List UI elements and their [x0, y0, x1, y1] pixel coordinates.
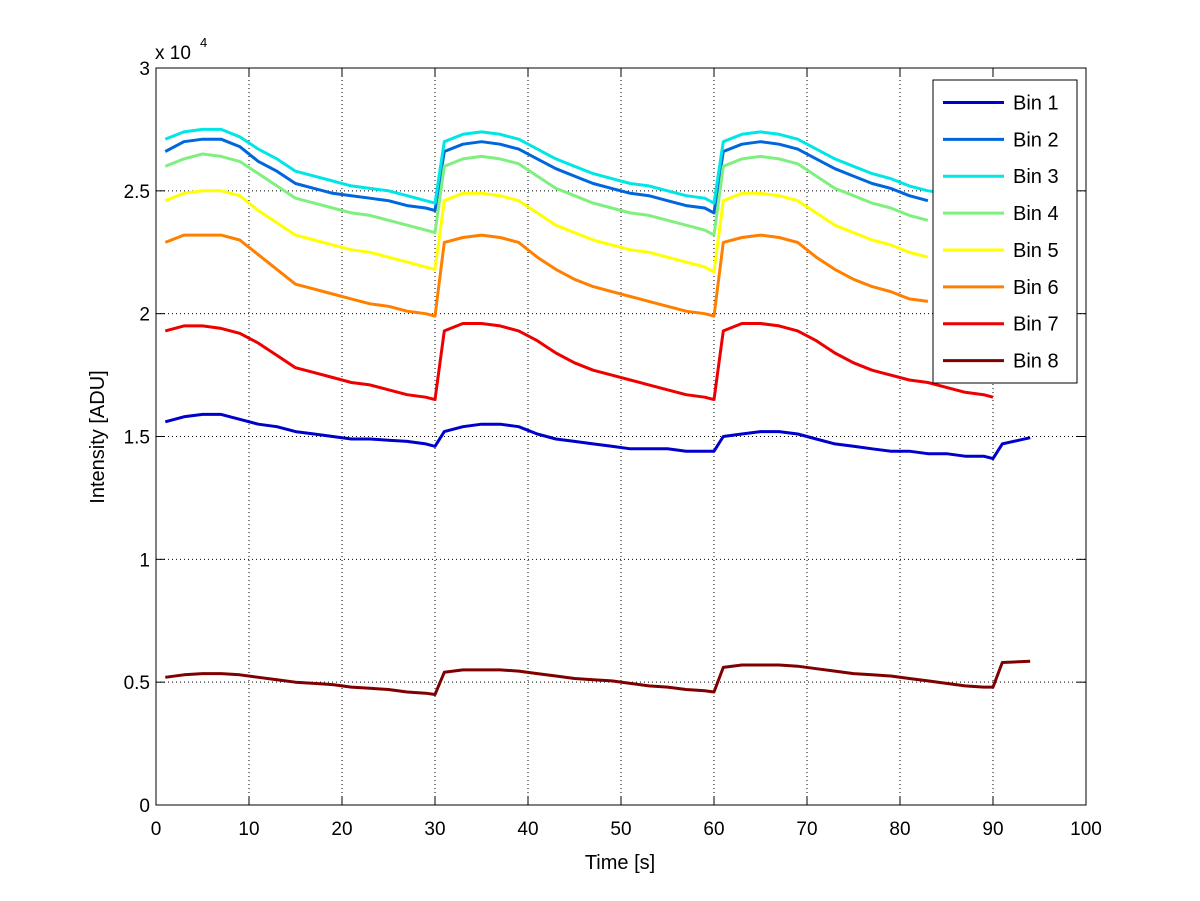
- series-line-bin-6: [164, 233, 929, 318]
- series-group: [164, 127, 1031, 696]
- x-tick-label-10: 100: [1070, 819, 1102, 840]
- series-line-bin-8: [165, 659, 1031, 696]
- x-axis-label: Time [s]: [585, 852, 655, 874]
- y-axis-label: Intensity [ADU]: [87, 370, 109, 503]
- y-tick-label-6: 3: [139, 59, 150, 80]
- x-tick-label-0: 0: [151, 819, 162, 840]
- legend: Bin 1 Bin 2 Bin 3 Bin 4 Bin 5 Bin 6 Bin 7 Bin 8: [932, 79, 1078, 384]
- x-tick-label-5: 50: [610, 819, 631, 840]
- legend-label-bin-7: Bin 7: [1013, 314, 1059, 336]
- series-line-bin-2: [164, 137, 929, 215]
- series-line-bin-4: [164, 152, 929, 237]
- legend-label-bin-3: Bin 3: [1013, 166, 1059, 188]
- x-tick-label-6: 60: [703, 819, 724, 840]
- legend-label-bin-6: Bin 6: [1013, 277, 1059, 299]
- legend-label-bin-4: Bin 4: [1013, 203, 1059, 225]
- series-line-bin-5: [164, 189, 929, 274]
- series-line-bin-3: [164, 127, 947, 205]
- y-tick-label-3: 1.5: [124, 428, 150, 449]
- y-multiplier-label: x 10: [155, 43, 191, 64]
- series-line-bin-1: [164, 412, 1031, 461]
- y-tick-label-0: 0: [139, 796, 150, 817]
- legend-label-bin-8: Bin 8: [1013, 351, 1059, 373]
- y-tick-label-5: 2.5: [124, 182, 150, 203]
- y-tick-label-4: 2: [139, 305, 150, 326]
- x-tick-label-2: 20: [331, 819, 352, 840]
- x-tick-label-8: 80: [889, 819, 910, 840]
- legend-box: [932, 79, 1078, 384]
- x-tick-label-7: 70: [796, 819, 817, 840]
- y-tick-label-1: 0.5: [124, 673, 150, 694]
- legend-label-bin-2: Bin 2: [1013, 129, 1059, 151]
- x-tick-label-3: 30: [424, 819, 445, 840]
- x-axis-ticks: 0 10 20 30 40 50 60 70 80 90 100: [151, 68, 1102, 840]
- y-multiplier-exponent: 4: [200, 35, 207, 50]
- x-tick-label-1: 10: [238, 819, 259, 840]
- legend-label-bin-5: Bin 5: [1013, 240, 1059, 262]
- x-tick-label-4: 40: [517, 819, 538, 840]
- legend-label-bin-1: Bin 1: [1013, 92, 1059, 114]
- y-tick-label-2: 1: [139, 550, 150, 571]
- series-line-bin-7: [164, 322, 994, 402]
- y-axis-ticks: 0 0.5 1 1.5 2 2.5 3: [124, 59, 1086, 817]
- x-tick-label-9: 90: [982, 819, 1003, 840]
